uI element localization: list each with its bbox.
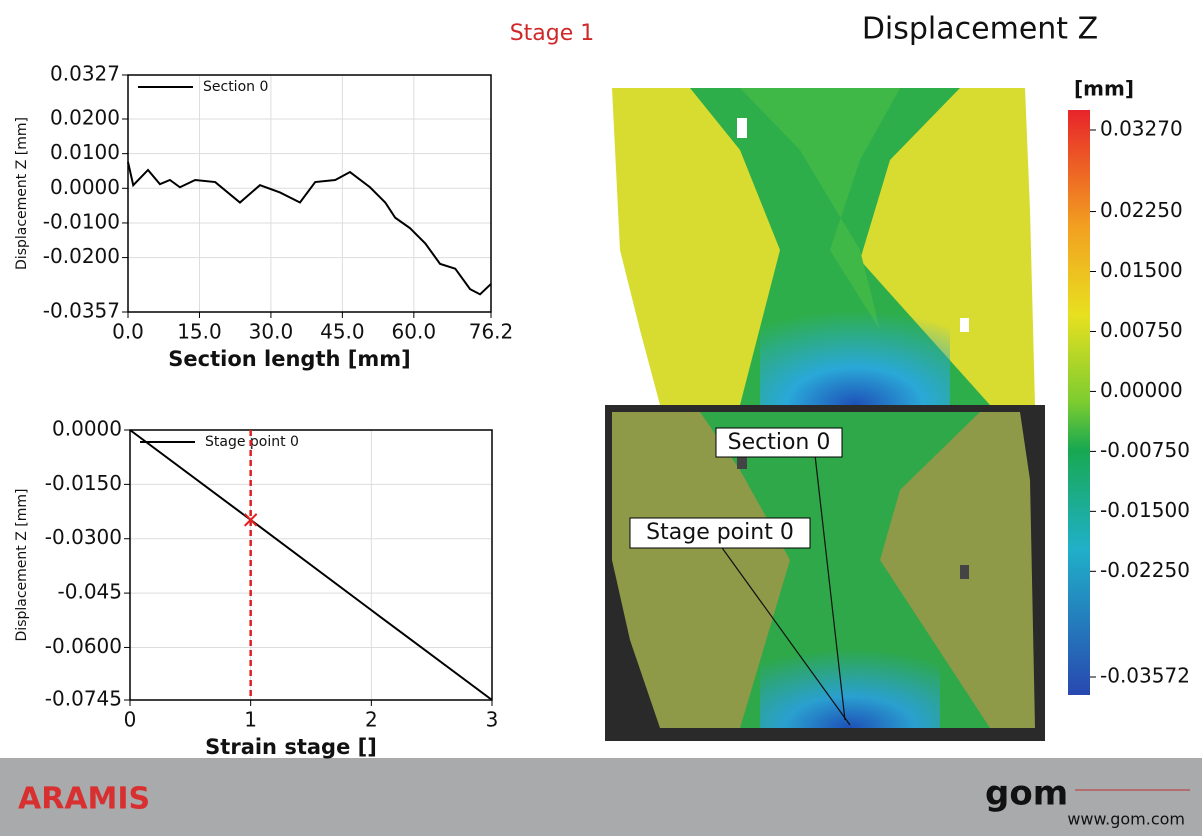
legend-label: Section 0 bbox=[203, 79, 268, 95]
colorbar-unit: [mm] bbox=[1074, 77, 1134, 101]
x-tick-label: 3 bbox=[486, 708, 499, 732]
x-tick-label: 60.0 bbox=[392, 320, 437, 344]
heatmap-bottom: Section 0 Stage point 0 bbox=[605, 405, 1045, 741]
url: www.gom.com bbox=[1067, 810, 1185, 829]
colorbar-label: -0.02250 bbox=[1100, 558, 1190, 582]
stage-point bbox=[243, 513, 258, 527]
x-axis-label: Section length [mm] bbox=[168, 347, 410, 371]
x-tick-label: 0 bbox=[124, 708, 137, 732]
y-tick-label: -0.0200 bbox=[43, 244, 120, 268]
x-tick-label: 76.2 bbox=[469, 320, 514, 344]
title: Displacement Z bbox=[862, 12, 1098, 47]
y-axis-label: Displacement Z [mm] bbox=[14, 117, 30, 270]
y-tick-label: -0.0600 bbox=[45, 634, 122, 658]
logo: gom bbox=[985, 774, 1068, 814]
colorbar-label: 0.00750 bbox=[1100, 318, 1183, 342]
colorbar-label: 0.00000 bbox=[1100, 378, 1183, 402]
legend-label: Stage point 0 bbox=[205, 434, 299, 450]
y-tick-label: 0.0100 bbox=[50, 140, 120, 164]
colorbar-label: -0.01500 bbox=[1100, 498, 1190, 522]
colorbar-label: -0.00750 bbox=[1100, 438, 1190, 462]
x-tick-label: 45.0 bbox=[320, 320, 365, 344]
y-tick-label: 0.0327 bbox=[50, 62, 120, 86]
footer bbox=[0, 758, 1202, 836]
y-tick-label: 0.0200 bbox=[50, 106, 120, 130]
x-axis-label: Strain stage [] bbox=[205, 735, 377, 759]
x-tick-label: 2 bbox=[365, 708, 378, 732]
y-tick-label: 0.0000 bbox=[52, 417, 122, 441]
y-tick-label: -0.0745 bbox=[45, 687, 122, 711]
colorbar-label: 0.01500 bbox=[1100, 258, 1183, 282]
y-tick-label: -0.0150 bbox=[45, 471, 122, 495]
heatmap-top bbox=[612, 88, 1035, 405]
image-label: Section 0 bbox=[728, 430, 831, 455]
y-tick-label: -0.0357 bbox=[43, 299, 120, 323]
colorbar-label: 0.02250 bbox=[1100, 198, 1183, 222]
y-tick-label: -0.0300 bbox=[45, 525, 122, 549]
x-tick-label: 0.0 bbox=[112, 320, 144, 344]
plot-frame bbox=[127, 74, 492, 313]
y-tick-label: -0.0100 bbox=[43, 209, 120, 233]
stage-label: Stage 1 bbox=[510, 21, 595, 46]
y-tick-label: -0.045 bbox=[58, 580, 122, 604]
image-label: Stage point 0 bbox=[646, 520, 794, 545]
series-line bbox=[129, 429, 493, 701]
x-tick-label: 30.0 bbox=[249, 320, 294, 344]
colorbar-label: 0.03270 bbox=[1100, 117, 1183, 141]
colorbar bbox=[1068, 110, 1090, 695]
y-tick-label: 0.0000 bbox=[50, 175, 120, 199]
y-axis-label: Displacement Z [mm] bbox=[14, 489, 30, 642]
product-name: ARAMIS bbox=[18, 782, 150, 817]
x-tick-label: 1 bbox=[244, 708, 257, 732]
colorbar-label: -0.03572 bbox=[1100, 664, 1190, 688]
x-tick-label: 15.0 bbox=[177, 320, 222, 344]
series-line bbox=[127, 161, 492, 296]
plot-frame bbox=[129, 429, 493, 701]
